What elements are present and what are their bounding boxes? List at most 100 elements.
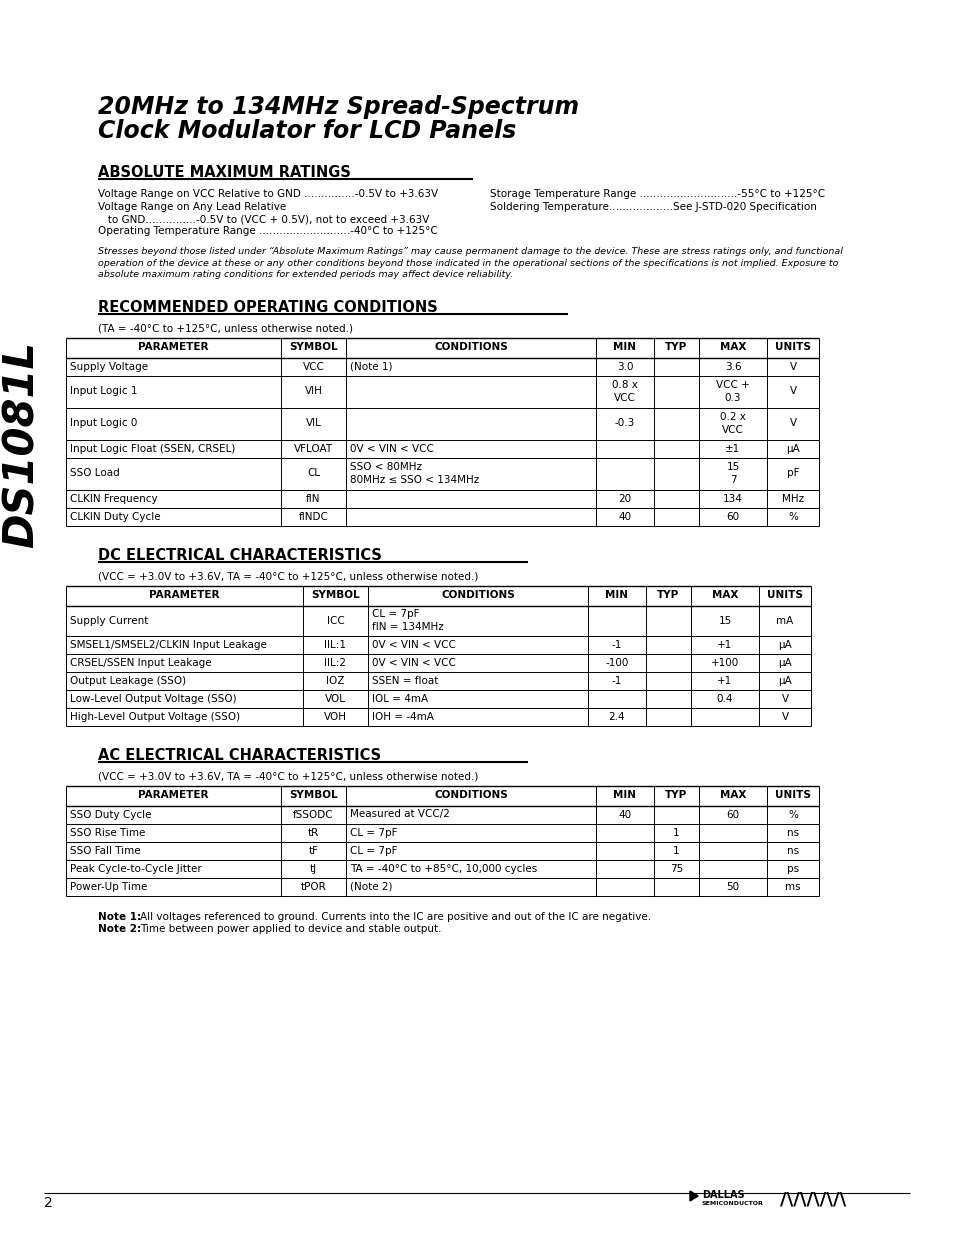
Text: ms: ms <box>784 882 800 892</box>
Text: SSO Duty Cycle: SSO Duty Cycle <box>70 809 152 820</box>
Text: 60: 60 <box>725 809 739 820</box>
Text: TYP: TYP <box>657 590 679 600</box>
Text: 2: 2 <box>44 1195 52 1210</box>
Text: 15
7: 15 7 <box>725 462 739 484</box>
Text: %: % <box>787 511 797 521</box>
Text: Peak Cycle-to-Cycle Jitter: Peak Cycle-to-Cycle Jitter <box>70 863 201 873</box>
Text: IOH = -4mA: IOH = -4mA <box>372 711 434 721</box>
Text: SSO Rise Time: SSO Rise Time <box>70 827 145 837</box>
Text: SEMICONDUCTOR: SEMICONDUCTOR <box>701 1200 763 1207</box>
Text: tR: tR <box>308 827 319 837</box>
Text: SYMBOL: SYMBOL <box>311 590 359 600</box>
Text: fIN: fIN <box>306 494 320 504</box>
Text: CL: CL <box>307 468 319 478</box>
Text: MIN: MIN <box>613 342 636 352</box>
Text: Voltage Range on Any Lead Relative: Voltage Range on Any Lead Relative <box>98 201 286 211</box>
Text: CONDITIONS: CONDITIONS <box>434 342 507 352</box>
Text: VCC: VCC <box>302 362 324 372</box>
Text: MIN: MIN <box>613 790 636 800</box>
Text: ABSOLUTE MAXIMUM RATINGS: ABSOLUTE MAXIMUM RATINGS <box>98 165 351 180</box>
Text: -0.3: -0.3 <box>615 419 635 429</box>
Text: +1: +1 <box>717 676 732 685</box>
Text: SSO Fall Time: SSO Fall Time <box>70 846 140 856</box>
Text: mA: mA <box>776 615 793 625</box>
Text: SMSEL1/SMSEL2/CLKIN Input Leakage: SMSEL1/SMSEL2/CLKIN Input Leakage <box>70 640 267 650</box>
Text: SSO < 80MHz
80MHz ≤ SSO < 134MHz: SSO < 80MHz 80MHz ≤ SSO < 134MHz <box>350 462 478 484</box>
Text: High-Level Output Voltage (SSO): High-Level Output Voltage (SSO) <box>70 711 240 721</box>
Text: V: V <box>789 387 796 396</box>
Text: CL = 7pF: CL = 7pF <box>350 846 397 856</box>
Text: 0.8 x
VCC: 0.8 x VCC <box>612 380 638 403</box>
Text: Supply Voltage: Supply Voltage <box>70 362 148 372</box>
Text: Operating Temperature Range ...........................-40°C to +125°C: Operating Temperature Range ............… <box>98 226 437 236</box>
Text: 40: 40 <box>618 809 631 820</box>
Text: CONDITIONS: CONDITIONS <box>434 790 507 800</box>
Text: (VCC = +3.0V to +3.6V, TA = -40°C to +125°C, unless otherwise noted.): (VCC = +3.0V to +3.6V, TA = -40°C to +12… <box>98 572 477 582</box>
Text: -1: -1 <box>611 676 621 685</box>
Text: VOL: VOL <box>325 694 346 704</box>
Text: CL = 7pF: CL = 7pF <box>350 827 397 837</box>
Text: 20MHz to 134MHz Spread-Spectrum: 20MHz to 134MHz Spread-Spectrum <box>98 95 578 119</box>
Text: VCC +
0.3: VCC + 0.3 <box>716 380 749 403</box>
Text: Output Leakage (SSO): Output Leakage (SSO) <box>70 676 186 685</box>
Text: operation of the device at these or any other conditions beyond those indicated : operation of the device at these or any … <box>98 258 838 268</box>
Text: ns: ns <box>786 827 799 837</box>
Text: Input Logic Float (SSEN, CRSEL): Input Logic Float (SSEN, CRSEL) <box>70 443 235 453</box>
Text: Power-Up Time: Power-Up Time <box>70 882 147 892</box>
Text: Note 2:: Note 2: <box>98 925 145 935</box>
Text: V: V <box>789 419 796 429</box>
Text: Low-Level Output Voltage (SSO): Low-Level Output Voltage (SSO) <box>70 694 236 704</box>
Text: AC ELECTRICAL CHARACTERISTICS: AC ELECTRICAL CHARACTERISTICS <box>98 747 381 762</box>
Text: tJ: tJ <box>310 863 316 873</box>
Text: V: V <box>781 711 788 721</box>
Text: MAX: MAX <box>720 342 745 352</box>
Text: PARAMETER: PARAMETER <box>138 790 209 800</box>
Text: 0V < VIN < VCC: 0V < VIN < VCC <box>372 657 456 667</box>
Text: CLKIN Frequency: CLKIN Frequency <box>70 494 157 504</box>
Text: -1: -1 <box>611 640 621 650</box>
Text: 20: 20 <box>618 494 631 504</box>
Text: Supply Current: Supply Current <box>70 615 149 625</box>
Text: UNITS: UNITS <box>774 342 810 352</box>
Text: Measured at VCC/2: Measured at VCC/2 <box>350 809 450 820</box>
Text: IOZ: IOZ <box>326 676 344 685</box>
Text: V: V <box>781 694 788 704</box>
Text: DALLAS: DALLAS <box>701 1191 744 1200</box>
Text: V: V <box>789 362 796 372</box>
Text: +1: +1 <box>717 640 732 650</box>
Text: PARAMETER: PARAMETER <box>138 342 209 352</box>
Text: MAX: MAX <box>711 590 738 600</box>
Text: VIL: VIL <box>305 419 321 429</box>
Text: μA: μA <box>778 676 791 685</box>
Text: All voltages referenced to ground. Currents into the IC are positive and out of : All voltages referenced to ground. Curre… <box>140 911 651 921</box>
Text: MHz: MHz <box>781 494 803 504</box>
Text: Clock Modulator for LCD Panels: Clock Modulator for LCD Panels <box>98 119 516 143</box>
Text: pF: pF <box>786 468 799 478</box>
Text: 0.2 x
VCC: 0.2 x VCC <box>720 412 745 435</box>
Text: Storage Temperature Range .............................-55°C to +125°C: Storage Temperature Range ..............… <box>490 189 824 199</box>
Text: TYP: TYP <box>664 790 687 800</box>
Text: Voltage Range on VCC Relative to GND ...............-0.5V to +3.63V: Voltage Range on VCC Relative to GND ...… <box>98 189 437 199</box>
Text: to GND...............-0.5V to (VCC + 0.5V), not to exceed +3.63V: to GND...............-0.5V to (VCC + 0.5… <box>98 214 429 224</box>
Text: 15: 15 <box>718 615 731 625</box>
Text: RECOMMENDED OPERATING CONDITIONS: RECOMMENDED OPERATING CONDITIONS <box>98 300 437 315</box>
Text: DC ELECTRICAL CHARACTERISTICS: DC ELECTRICAL CHARACTERISTICS <box>98 547 381 562</box>
Text: PARAMETER: PARAMETER <box>149 590 219 600</box>
Text: 3.6: 3.6 <box>724 362 740 372</box>
Text: SSO Load: SSO Load <box>70 468 120 478</box>
Text: SSEN = float: SSEN = float <box>372 676 438 685</box>
Text: μA: μA <box>785 443 799 453</box>
Text: UNITS: UNITS <box>766 590 802 600</box>
Text: 75: 75 <box>669 863 682 873</box>
Text: IIL:1: IIL:1 <box>324 640 346 650</box>
Text: Note 1:: Note 1: <box>98 911 145 921</box>
Text: Input Logic 0: Input Logic 0 <box>70 419 137 429</box>
Text: %: % <box>787 809 797 820</box>
Text: +100: +100 <box>710 657 739 667</box>
Text: 0.4: 0.4 <box>716 694 733 704</box>
Text: (Note 1): (Note 1) <box>350 362 392 372</box>
Text: Input Logic 1: Input Logic 1 <box>70 387 137 396</box>
Text: fSSODC: fSSODC <box>293 809 334 820</box>
Text: UNITS: UNITS <box>774 790 810 800</box>
Text: fINDC: fINDC <box>298 511 328 521</box>
